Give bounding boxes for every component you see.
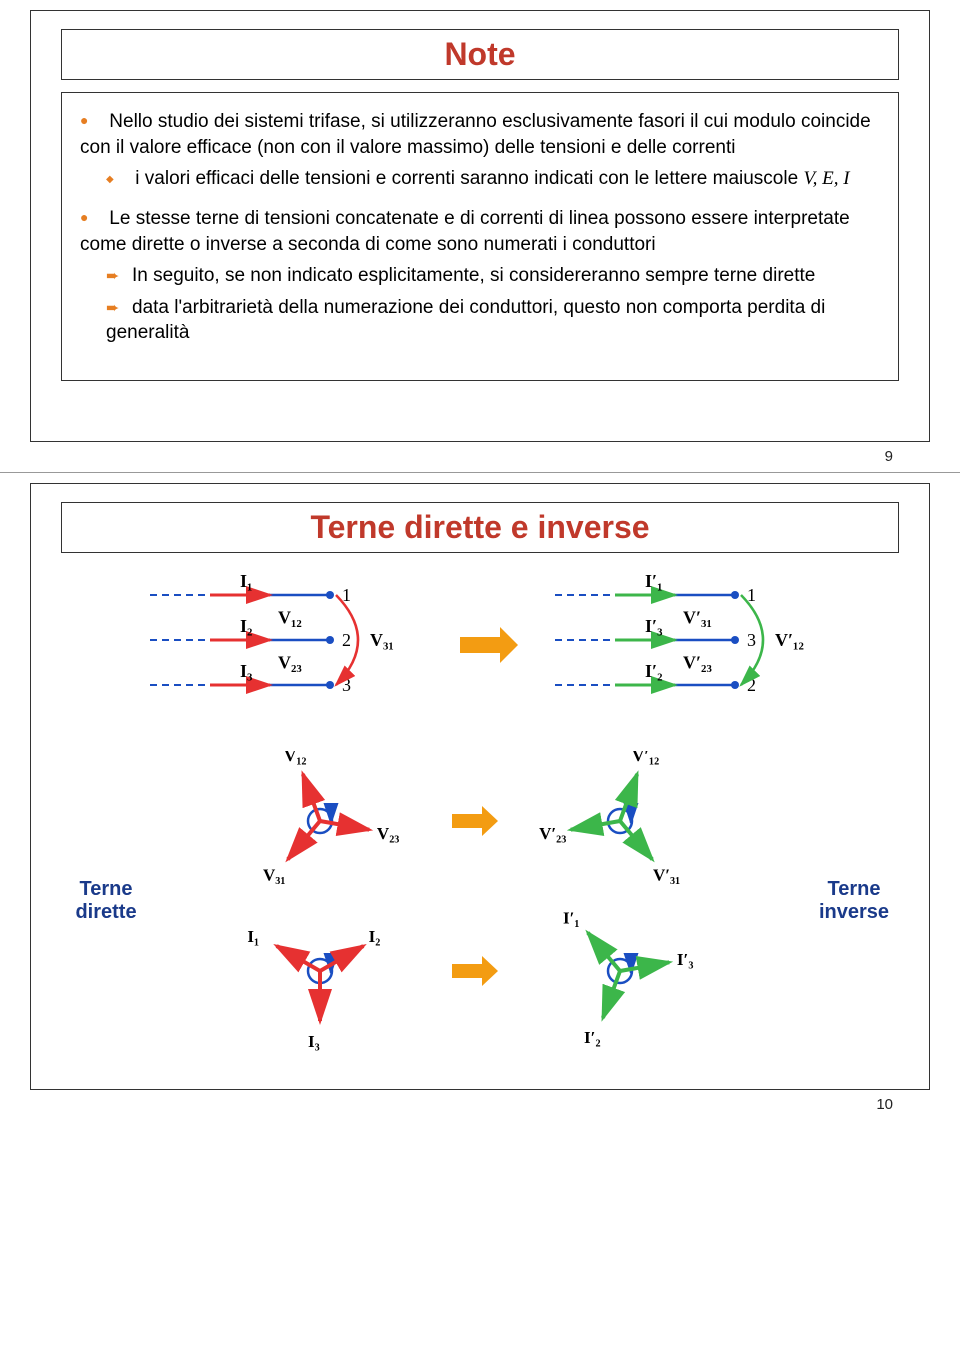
phasor-row: V₁₂ V₂₃ V₃₁ V′₁₂ V′₂₃ V′₃₁ I₁ I₂ I₃ I′₁ I′₂ I′₃ bbox=[161, 751, 799, 1051]
svg-text:V′₁₂: V′₁₂ bbox=[632, 751, 659, 765]
lines-diagram: 1I₁V₁₂2I₂V₂₃3I₃V₃₁1I′₁V′₃₁3I′₃V′₂₃2I′₂V′… bbox=[100, 565, 860, 735]
title-box-2: Terne dirette e inverse bbox=[61, 502, 899, 553]
svg-text:I′₂: I′₂ bbox=[584, 1028, 601, 1047]
svg-text:I′₁: I′₁ bbox=[563, 909, 580, 928]
sub-italic: V, E, I bbox=[803, 168, 849, 189]
svg-text:I₂: I₂ bbox=[369, 927, 381, 946]
content-box: Nello studio dei sistemi trifase, si uti… bbox=[61, 92, 899, 381]
svg-text:I₁: I₁ bbox=[240, 571, 252, 591]
title-box: Note bbox=[61, 29, 899, 80]
arrow-2: data l'arbitrarietà della numerazione de… bbox=[106, 295, 880, 346]
bullet-1: Nello studio dei sistemi trifase, si uti… bbox=[80, 109, 880, 192]
phasor-diagram: V₁₂ V₂₃ V₃₁ V′₁₂ V′₂₃ V′₃₁ I₁ I₂ I₃ I′₁ I′₂ I′₃ bbox=[200, 751, 760, 1051]
svg-text:V′₂₃: V′₂₃ bbox=[539, 824, 566, 843]
slide-title-2: Terne dirette e inverse bbox=[62, 509, 898, 546]
svg-text:I₂: I₂ bbox=[240, 616, 252, 636]
slide-note: Note Nello studio dei sistemi trifase, s… bbox=[30, 10, 930, 442]
sub-bullet-1: i valori efficaci delle tensioni e corre… bbox=[106, 166, 880, 192]
sub-text: i valori efficaci delle tensioni e corre… bbox=[135, 168, 803, 189]
svg-text:V₁₂: V₁₂ bbox=[284, 751, 306, 765]
svg-text:V₂₃: V₂₃ bbox=[278, 653, 302, 673]
svg-text:V′₁₂: V′₁₂ bbox=[775, 630, 804, 650]
svg-text:I′₃: I′₃ bbox=[645, 616, 663, 636]
top-diagram-row: 1I₁V₁₂2I₂V₂₃3I₃V₃₁1I′₁V′₃₁3I′₃V′₂₃2I′₂V′… bbox=[31, 565, 929, 735]
svg-text:I₃: I₃ bbox=[308, 1032, 320, 1051]
page-number-2: 10 bbox=[876, 1096, 893, 1113]
arrow-1: In seguito, se non indicato esplicitamen… bbox=[106, 263, 880, 289]
slide-terne: Terne dirette e inverse 1I₁V₁₂2I₂V₂₃3I₃V… bbox=[30, 483, 930, 1090]
slide-title: Note bbox=[62, 36, 898, 73]
svg-text:I₁: I₁ bbox=[247, 927, 259, 946]
svg-text:V₃₁: V₃₁ bbox=[263, 866, 285, 885]
terne-dirette-label: Terne dirette bbox=[51, 878, 161, 924]
svg-text:2: 2 bbox=[342, 630, 351, 650]
svg-text:I′₂: I′₂ bbox=[645, 661, 662, 681]
svg-text:I′₃: I′₃ bbox=[677, 950, 694, 969]
page-number: 9 bbox=[885, 448, 893, 465]
terne-inverse-label: Terne inverse bbox=[799, 878, 909, 924]
svg-text:V′₃₁: V′₃₁ bbox=[683, 608, 712, 628]
svg-text:V₂₃: V₂₃ bbox=[377, 824, 399, 843]
svg-text:V₁₂: V₁₂ bbox=[278, 608, 302, 628]
svg-text:V′₃₁: V′₃₁ bbox=[653, 866, 680, 885]
bullet-2: Le stesse terne di tensioni concatenate … bbox=[80, 206, 880, 346]
separator bbox=[0, 472, 960, 473]
svg-text:I′₁: I′₁ bbox=[645, 571, 662, 591]
bullet-2-text: Le stesse terne di tensioni concatenate … bbox=[80, 208, 850, 255]
svg-text:3: 3 bbox=[747, 630, 756, 650]
svg-text:I₃: I₃ bbox=[240, 661, 253, 681]
svg-text:V₃₁: V₃₁ bbox=[370, 630, 394, 650]
bullet-1-text: Nello studio dei sistemi trifase, si uti… bbox=[80, 111, 871, 158]
svg-text:V′₂₃: V′₂₃ bbox=[683, 653, 712, 673]
